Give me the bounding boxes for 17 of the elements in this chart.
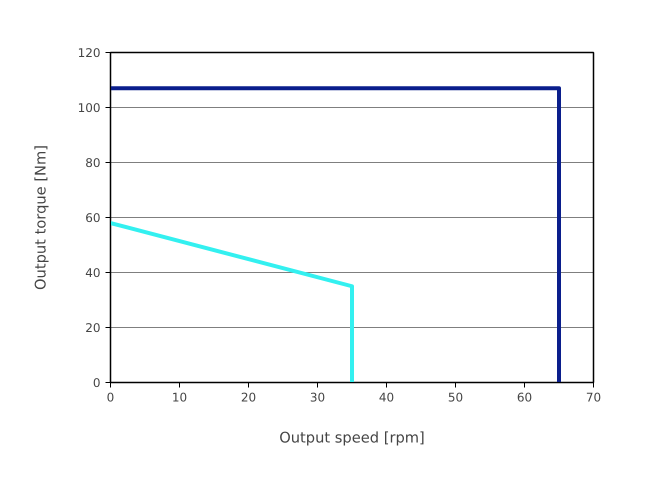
y-tick-label: 20 [85,321,101,335]
x-tick-label: 50 [448,390,464,404]
x-tick-label: 70 [586,390,602,404]
x-tick-label: 0 [106,390,114,404]
y-axis-title: Output torque [Nm] [32,145,50,290]
y-tick-label: 60 [85,211,101,225]
x-tick-label: 30 [310,390,326,404]
x-axis-title: Output speed [rpm] [279,430,425,446]
y-tick-label: 80 [85,156,101,170]
y-tick-label: 40 [85,266,101,280]
x-tick-label: 40 [378,390,394,404]
y-tick-label: 120 [78,46,100,60]
y-tick-label: 100 [78,101,100,115]
y-tick-label: 0 [92,376,101,390]
x-tick-label: 20 [240,390,256,404]
x-tick-label: 10 [172,390,188,404]
x-tick-label: 60 [516,390,532,404]
